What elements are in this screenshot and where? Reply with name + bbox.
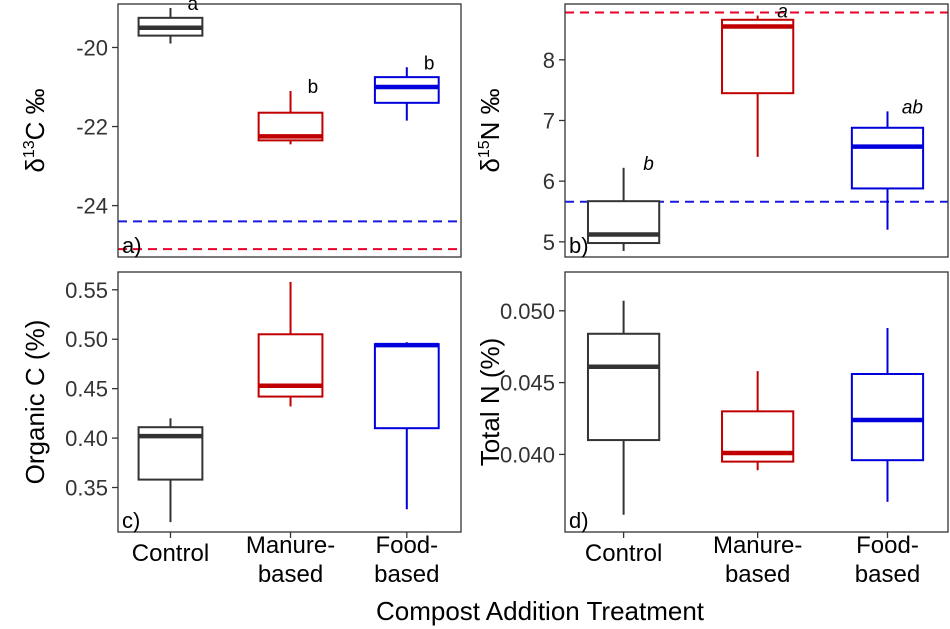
y-tick-label: 0.040 bbox=[500, 442, 555, 467]
x-category-label: Food-based bbox=[855, 532, 920, 588]
y-label-unit: ‰ bbox=[475, 88, 505, 114]
y-tick-label: 8 bbox=[543, 48, 555, 73]
box-food-based bbox=[850, 328, 925, 502]
y-label-delta: δ bbox=[20, 158, 50, 172]
box-control bbox=[137, 418, 204, 523]
y-label-superscript: 15 bbox=[476, 140, 493, 158]
y-tick-label: -20 bbox=[76, 35, 108, 60]
x-category-line: Manure- bbox=[246, 532, 335, 559]
x-category-line: based bbox=[725, 561, 790, 588]
x-category-label: Control bbox=[585, 540, 662, 567]
x-category-line: Control bbox=[132, 540, 209, 567]
y-label-superscript: 13 bbox=[21, 140, 38, 158]
box-manure-based: b bbox=[257, 77, 324, 145]
x-category-line: Manure- bbox=[713, 532, 802, 559]
y-tick-label: 0.045 bbox=[500, 371, 555, 396]
x-category-line: based bbox=[258, 561, 323, 588]
panel-c: 0.35 0.40 0.45 0.50 0.55 c) Organic C (%) bbox=[20, 271, 462, 538]
panel-a: a b b -24 -22 -20 a) δ13C ‰ bbox=[20, 0, 462, 258]
panel-d: 0.040 0.045 0.050 d) Total N (%) bbox=[475, 271, 949, 538]
y-tick-label: 5 bbox=[543, 230, 555, 255]
y-axis-label: Total N (%) bbox=[475, 338, 505, 467]
box-iqr bbox=[373, 343, 440, 430]
box-control bbox=[586, 300, 661, 515]
panel-label: d) bbox=[569, 508, 589, 533]
box-control: a bbox=[137, 0, 204, 44]
significance-letter: a bbox=[188, 0, 199, 15]
box-manure-based bbox=[257, 281, 324, 407]
x-category-label: Manure-based bbox=[713, 532, 802, 588]
panel-border bbox=[564, 3, 949, 258]
box-control: b bbox=[586, 154, 661, 251]
x-category-line: based bbox=[855, 561, 920, 588]
significance-letter: b bbox=[308, 77, 319, 98]
y-axis-label: δ15N ‰ bbox=[475, 88, 505, 172]
box-iqr bbox=[721, 18, 795, 95]
y-tick-label: -22 bbox=[76, 115, 108, 140]
x-category-line: based bbox=[374, 561, 439, 588]
significance-letter: b bbox=[424, 53, 435, 74]
y-label-unit: ‰ bbox=[20, 88, 50, 114]
y-axis-label: Organic C (%) bbox=[20, 320, 50, 485]
box-food-based bbox=[373, 342, 440, 510]
x-category-line: Food- bbox=[375, 532, 438, 559]
y-label-element: C bbox=[20, 114, 50, 140]
x-category-label: Manure-based bbox=[246, 532, 335, 588]
x-category-line: Food- bbox=[856, 532, 919, 559]
panel-border bbox=[564, 271, 949, 533]
significance-letter: a bbox=[777, 2, 788, 23]
box-food-based: b bbox=[373, 53, 440, 121]
panel-label: b) bbox=[569, 233, 589, 258]
panel-border bbox=[117, 3, 462, 258]
box-manure-based: a bbox=[721, 2, 795, 157]
panel-label: c) bbox=[122, 508, 140, 533]
y-tick-label: 7 bbox=[543, 108, 555, 133]
x-category-line: Control bbox=[585, 540, 662, 567]
box-iqr bbox=[850, 372, 925, 462]
box-iqr bbox=[586, 332, 661, 442]
y-label-delta: δ bbox=[475, 158, 505, 172]
y-axis-label: δ13C ‰ bbox=[20, 88, 50, 172]
y-tick-label: -24 bbox=[76, 194, 108, 219]
panel-border bbox=[117, 271, 462, 533]
significance-letter: b bbox=[643, 154, 654, 175]
y-tick-label: 0.35 bbox=[65, 476, 108, 501]
y-tick-label: 0.40 bbox=[65, 426, 108, 451]
significance-letter: ab bbox=[902, 97, 923, 118]
box-iqr bbox=[850, 126, 925, 190]
box-food-based: ab bbox=[850, 97, 925, 230]
y-tick-label: 0.45 bbox=[65, 377, 108, 402]
y-tick-label: 0.050 bbox=[500, 299, 555, 324]
box-iqr bbox=[373, 76, 440, 104]
box-manure-based bbox=[721, 371, 795, 471]
panel-b: b a ab 5 6 7 8 b) δ15N ‰ bbox=[475, 2, 949, 258]
y-label-element: N bbox=[475, 114, 505, 140]
x-axis-title: Compost Addition Treatment bbox=[376, 596, 705, 626]
x-category-label: Control bbox=[132, 540, 209, 567]
y-tick-label: 0.50 bbox=[65, 327, 108, 352]
y-tick-label: 6 bbox=[543, 169, 555, 194]
x-category-label: Food-based bbox=[374, 532, 439, 588]
panel-label: a) bbox=[122, 233, 142, 258]
y-tick-label: 0.55 bbox=[65, 278, 108, 303]
